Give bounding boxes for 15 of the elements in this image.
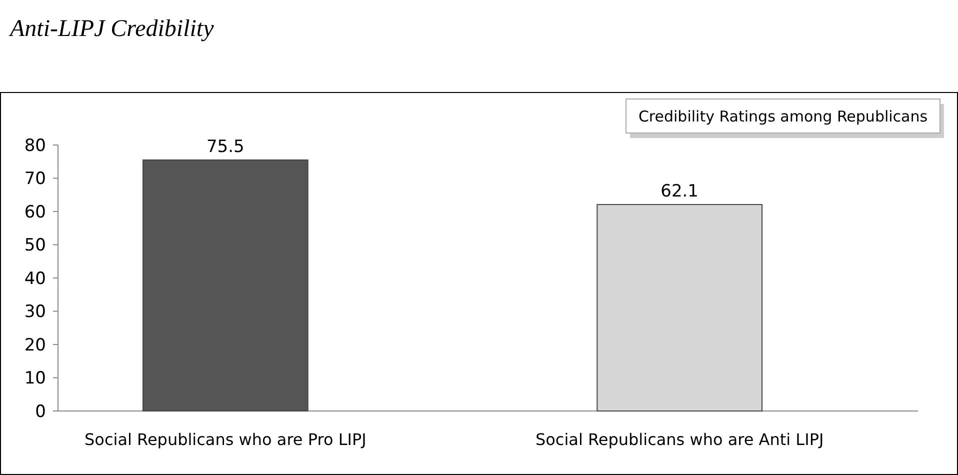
- y-tick-label: 20: [24, 335, 46, 356]
- y-tick-label: 50: [24, 236, 46, 256]
- chart-title: Anti-LIPJ Credibility: [8, 16, 214, 42]
- y-tick-label: 60: [24, 202, 46, 222]
- data-label: 62.1: [660, 182, 698, 202]
- chart-subtitle: Credibility Ratings among Republicans: [638, 107, 928, 126]
- y-tick-label: 10: [24, 368, 46, 389]
- y-tick-label: 40: [24, 268, 46, 289]
- x-tick-label: Social Republicans who are Pro LIPJ: [84, 430, 366, 449]
- y-tick-label: 80: [24, 136, 46, 156]
- y-tick-label: 70: [24, 169, 46, 190]
- data-label: 75.5: [206, 136, 244, 157]
- y-tick-label: 30: [24, 302, 46, 322]
- y-tick-label: 0: [35, 402, 46, 422]
- x-tick-label: Social Republicans who are Anti LIPJ: [535, 430, 824, 449]
